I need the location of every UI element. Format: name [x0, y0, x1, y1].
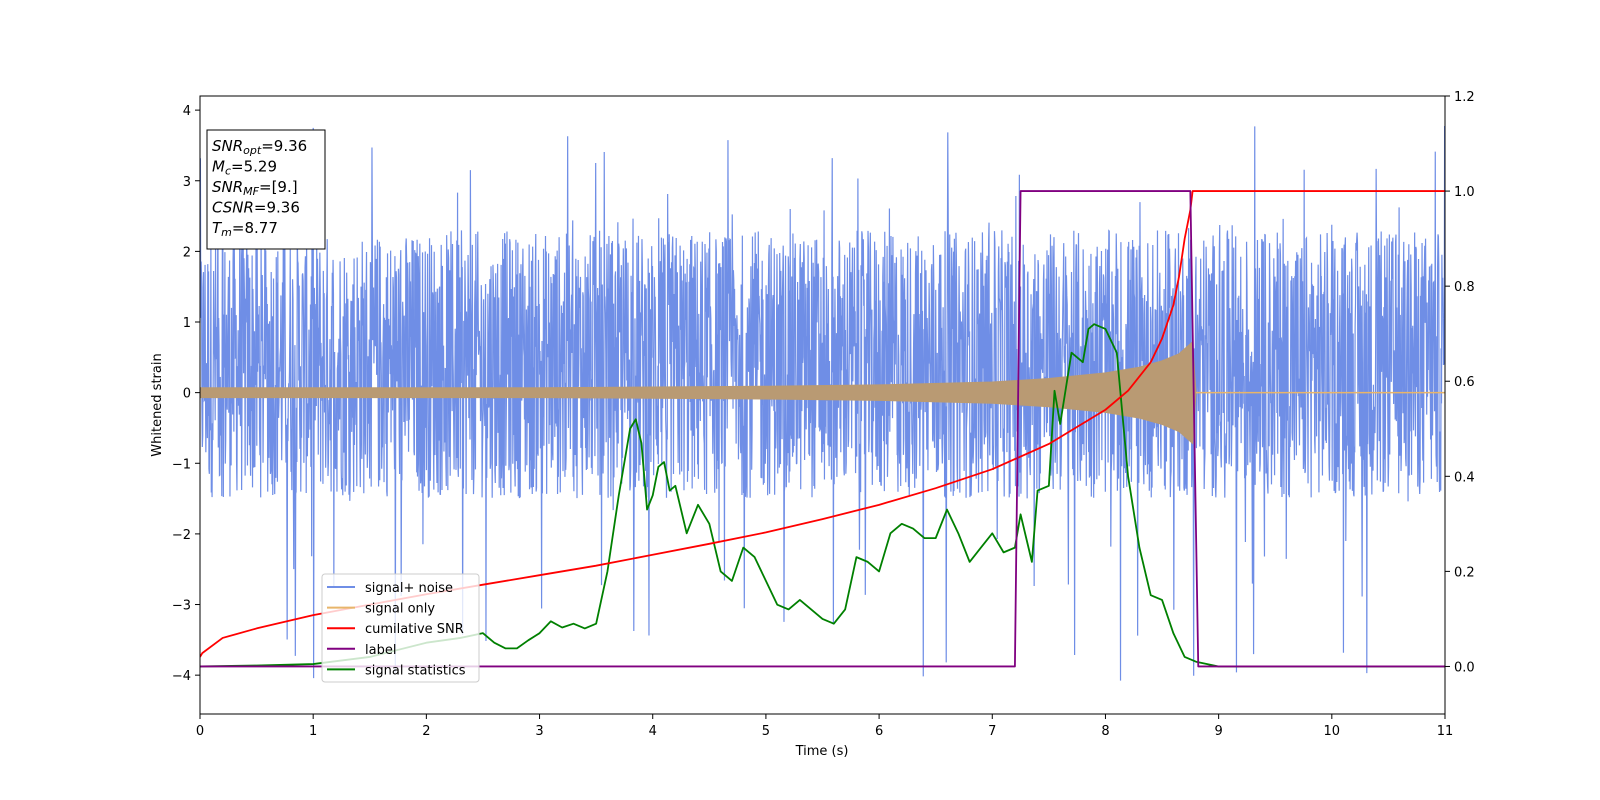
y-tick-label: −4 — [172, 669, 191, 684]
y-tick-label: 2 — [183, 245, 191, 260]
info-box-line: Mc=5.29 — [212, 158, 277, 178]
x-tick-label: 11 — [1437, 724, 1454, 739]
x-tick-label: 1 — [309, 724, 317, 739]
series-signal-statistics-line — [200, 323, 1445, 668]
x-tick-label: 2 — [422, 724, 430, 739]
series-signal-noise-line — [200, 125, 1445, 681]
y-tick-label: 4 — [183, 104, 191, 119]
x-tick-label: 5 — [762, 724, 770, 739]
legend: signal+ noise signal only cumilative SNR la… — [321, 573, 480, 683]
x-tick-label: 3 — [535, 724, 543, 739]
y2-tick-label: 0.6 — [1454, 375, 1475, 390]
axes-ticks: 0 1 2 3 4 5 6 7 8 9 10 11 −4 −3 −2 −1 0 1 2 3 4 0.0 0.2 0.4 0.6 0… — [172, 90, 1475, 739]
x-tick-label: 6 — [875, 724, 883, 739]
legend-frame — [321, 573, 480, 683]
y-tick-label: 3 — [183, 175, 191, 190]
legend-entry: signal+ noise — [365, 581, 453, 596]
x-tick-label: 9 — [1214, 724, 1222, 739]
info-box-line: Tm=8.77 — [212, 219, 278, 239]
legend-entry: signal statistics — [365, 663, 466, 678]
y-axis-label: Whitened strain — [150, 353, 165, 456]
y2-tick-label: 1.0 — [1454, 185, 1475, 200]
y-tick-label: 0 — [183, 387, 191, 402]
x-tick-label: 0 — [196, 724, 204, 739]
y2-tick-label: 0.8 — [1454, 280, 1475, 295]
info-box-line: CSNR=9.36 — [212, 199, 300, 217]
x-tick-label: 10 — [1324, 724, 1341, 739]
y-tick-label: −2 — [172, 528, 191, 543]
y2-tick-label: 1.2 — [1454, 90, 1475, 105]
y-tick-label: −3 — [172, 599, 191, 614]
info-box-frame — [206, 129, 326, 250]
legend-entry: signal only — [365, 602, 435, 617]
y2-tick-label: 0.0 — [1454, 660, 1475, 675]
x-tick-label: 4 — [649, 724, 657, 739]
info-box-line: SNRopt=9.36 — [212, 137, 307, 157]
legend-entry: label — [365, 643, 396, 658]
x-tick-label: 8 — [1101, 724, 1109, 739]
x-tick-label: 7 — [988, 724, 996, 739]
x-axis-label: Time (s) — [795, 744, 849, 759]
axes-frame — [199, 95, 1446, 715]
info-box-line: SNRMF=[9.] — [212, 178, 298, 198]
series-label-line — [200, 190, 1445, 668]
y2-tick-label: 0.2 — [1454, 565, 1475, 580]
y-tick-label: −1 — [172, 457, 191, 472]
legend-entry: cumilative SNR — [365, 622, 464, 637]
y2-tick-label: 0.4 — [1454, 470, 1475, 485]
y-tick-label: 1 — [183, 316, 191, 331]
